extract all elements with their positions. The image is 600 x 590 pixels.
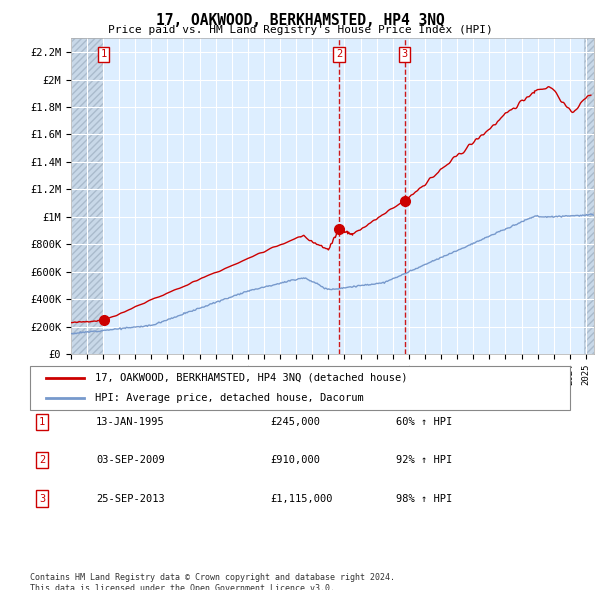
- Text: 13-JAN-1995: 13-JAN-1995: [96, 417, 165, 427]
- Text: Contains HM Land Registry data © Crown copyright and database right 2024.
This d: Contains HM Land Registry data © Crown c…: [30, 573, 395, 590]
- Text: 60% ↑ HPI: 60% ↑ HPI: [396, 417, 452, 427]
- Text: 17, OAKWOOD, BERKHAMSTED, HP4 3NQ: 17, OAKWOOD, BERKHAMSTED, HP4 3NQ: [155, 13, 445, 28]
- Text: HPI: Average price, detached house, Dacorum: HPI: Average price, detached house, Daco…: [95, 393, 364, 403]
- Text: £910,000: £910,000: [270, 455, 320, 465]
- Text: 03-SEP-2009: 03-SEP-2009: [96, 455, 165, 465]
- Bar: [584, 38, 594, 354]
- Text: 98% ↑ HPI: 98% ↑ HPI: [396, 494, 452, 503]
- Text: £1,115,000: £1,115,000: [270, 494, 332, 503]
- Text: 2: 2: [336, 50, 342, 60]
- Text: £245,000: £245,000: [270, 417, 320, 427]
- Text: 3: 3: [39, 494, 45, 503]
- Bar: [71, 38, 103, 354]
- Text: 1: 1: [39, 417, 45, 427]
- Text: 1: 1: [101, 50, 107, 60]
- FancyBboxPatch shape: [30, 366, 570, 410]
- Text: 3: 3: [401, 50, 407, 60]
- Text: Price paid vs. HM Land Registry's House Price Index (HPI): Price paid vs. HM Land Registry's House …: [107, 25, 493, 35]
- Text: 92% ↑ HPI: 92% ↑ HPI: [396, 455, 452, 465]
- Text: 25-SEP-2013: 25-SEP-2013: [96, 494, 165, 503]
- Text: 17, OAKWOOD, BERKHAMSTED, HP4 3NQ (detached house): 17, OAKWOOD, BERKHAMSTED, HP4 3NQ (detac…: [95, 373, 407, 383]
- Text: 2: 2: [39, 455, 45, 465]
